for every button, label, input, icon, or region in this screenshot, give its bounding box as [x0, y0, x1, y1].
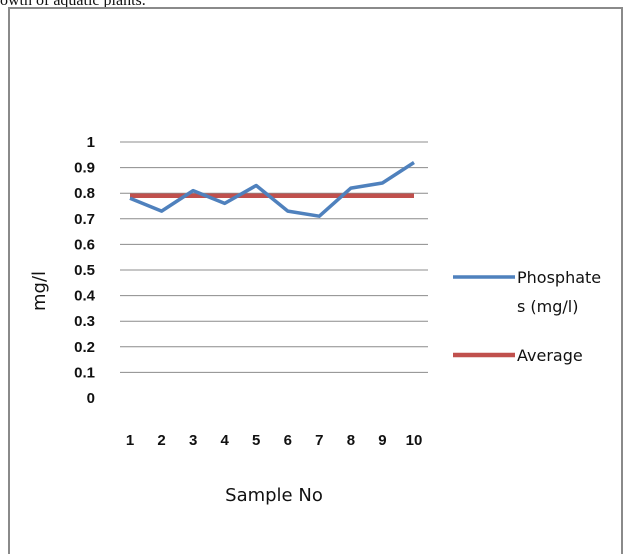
- x-tick-label: 2: [157, 432, 165, 449]
- x-tick-label: 4: [220, 432, 229, 449]
- y-tick-label: 0.7: [74, 211, 95, 228]
- y-tick-label: 0.4: [74, 288, 96, 305]
- x-tick-label: 9: [378, 432, 386, 449]
- y-tick-label: 0.2: [74, 339, 95, 356]
- x-tick-label: 10: [406, 432, 423, 449]
- x-tick-label: 7: [315, 432, 323, 449]
- y-axis-title: mg/l: [29, 271, 50, 311]
- gridlines: [120, 141, 428, 373]
- legend-label: Phosphate: [517, 268, 601, 287]
- x-tick-label: 3: [189, 432, 197, 449]
- legend-label: s (mg/l): [517, 297, 578, 316]
- x-axis-ticks: 1 2 3 4 5 6 7 8 9 10: [126, 432, 423, 449]
- context-caption-text: owth of aquatic plants.: [0, 0, 146, 9]
- y-tick-label: 0.8: [74, 185, 95, 202]
- series-lines: [129, 161, 415, 218]
- series-line-phosphates: [129, 161, 415, 218]
- legend-label: Average: [517, 346, 583, 365]
- y-tick-label: 0.1: [74, 364, 95, 381]
- x-tick-label: 8: [347, 432, 355, 449]
- y-tick-label: 0.5: [74, 262, 95, 279]
- y-tick-label: 0.6: [74, 236, 95, 253]
- x-tick-label: 1: [126, 432, 134, 449]
- x-tick-label: 5: [252, 432, 260, 449]
- legend: Phosphate s (mg/l) Average: [453, 268, 601, 365]
- y-tick-label: 0: [87, 390, 95, 407]
- y-tick-label: 0.9: [74, 160, 95, 177]
- x-tick-label: 6: [284, 432, 292, 449]
- x-axis-title: Sample No: [225, 485, 323, 506]
- y-tick-label: 1: [87, 134, 95, 151]
- y-tick-label: 0.3: [74, 313, 95, 330]
- y-axis-ticks: 0 0.1 0.2 0.3 0.4 0.5 0.6 0.7 0.8 0.9 1: [74, 134, 96, 407]
